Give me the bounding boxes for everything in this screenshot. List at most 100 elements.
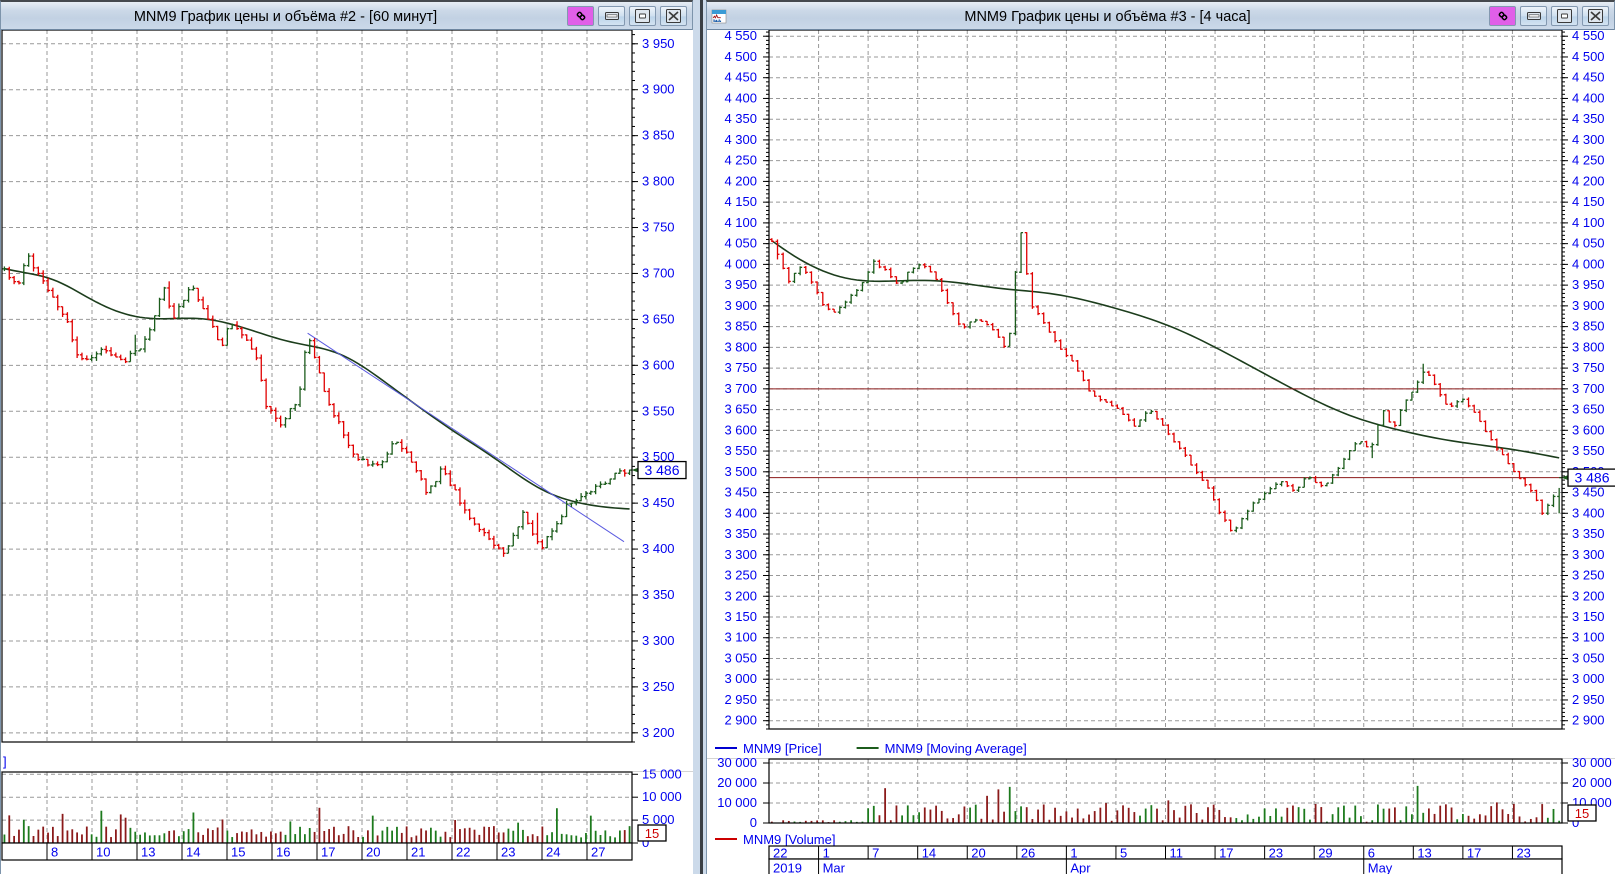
svg-text:3 450: 3 450 xyxy=(642,495,675,510)
svg-text:2 900: 2 900 xyxy=(724,713,757,728)
svg-text:3 600: 3 600 xyxy=(724,422,757,437)
svg-text:4 500: 4 500 xyxy=(1572,49,1605,64)
svg-text:3 800: 3 800 xyxy=(642,174,675,189)
svg-text:27: 27 xyxy=(591,845,605,860)
svg-text:3 700: 3 700 xyxy=(1572,381,1605,396)
svg-text:3 850: 3 850 xyxy=(1572,319,1605,334)
svg-text:3 300: 3 300 xyxy=(642,633,675,648)
svg-text:3 800: 3 800 xyxy=(724,339,757,354)
svg-text:3 400: 3 400 xyxy=(642,541,675,556)
svg-text:2 950: 2 950 xyxy=(724,692,757,707)
svg-text:2 950: 2 950 xyxy=(1572,692,1605,707)
svg-text:3 900: 3 900 xyxy=(1572,298,1605,313)
svg-text:29: 29 xyxy=(1318,846,1332,861)
svg-text:3 950: 3 950 xyxy=(724,277,757,292)
svg-text:1: 1 xyxy=(823,846,830,861)
svg-text:3 850: 3 850 xyxy=(724,319,757,334)
svg-text:3 250: 3 250 xyxy=(642,679,675,694)
svg-text:3 750: 3 750 xyxy=(724,360,757,375)
svg-text:4 450: 4 450 xyxy=(1572,70,1605,85)
svg-text:4 050: 4 050 xyxy=(724,236,757,251)
svg-text:3 800: 3 800 xyxy=(1572,339,1605,354)
svg-text:3 486: 3 486 xyxy=(644,462,679,478)
svg-text:3 650: 3 650 xyxy=(642,311,675,326)
svg-text:6: 6 xyxy=(1368,846,1375,861)
svg-text:4 550: 4 550 xyxy=(724,30,757,43)
svg-text:15: 15 xyxy=(231,845,245,860)
svg-text:13: 13 xyxy=(1417,846,1431,861)
svg-text:3 000: 3 000 xyxy=(724,671,757,686)
svg-text:26: 26 xyxy=(1021,846,1035,861)
svg-text:2019: 2019 xyxy=(773,861,802,874)
svg-text:22: 22 xyxy=(456,845,470,860)
svg-text:3 950: 3 950 xyxy=(1572,277,1605,292)
svg-text:3 350: 3 350 xyxy=(724,526,757,541)
svg-text:3 950: 3 950 xyxy=(642,36,675,51)
svg-text:10 000: 10 000 xyxy=(642,789,682,804)
svg-text:3 250: 3 250 xyxy=(1572,568,1605,583)
svg-text:4 100: 4 100 xyxy=(724,215,757,230)
svg-text:30 000: 30 000 xyxy=(717,755,757,770)
svg-text:3 400: 3 400 xyxy=(1572,505,1605,520)
svg-text:23: 23 xyxy=(501,845,515,860)
svg-text:4 250: 4 250 xyxy=(1572,153,1605,168)
svg-text:3 050: 3 050 xyxy=(1572,650,1605,665)
svg-text:4 000: 4 000 xyxy=(1572,256,1605,271)
svg-text:3 350: 3 350 xyxy=(1572,526,1605,541)
svg-text:15: 15 xyxy=(645,826,659,841)
svg-text:Mar: Mar xyxy=(823,861,846,874)
svg-text:15: 15 xyxy=(1575,806,1589,821)
svg-text:MNM9 [Price]: MNM9 [Price] xyxy=(743,741,822,756)
svg-text:3 300: 3 300 xyxy=(724,547,757,562)
svg-text:3 700: 3 700 xyxy=(724,381,757,396)
svg-text:3 650: 3 650 xyxy=(724,402,757,417)
svg-text:3 600: 3 600 xyxy=(642,357,675,372)
svg-text:3 050: 3 050 xyxy=(724,650,757,665)
svg-text:3 400: 3 400 xyxy=(724,505,757,520)
svg-text:4 150: 4 150 xyxy=(724,194,757,209)
svg-text:]: ] xyxy=(3,754,7,769)
svg-text:1: 1 xyxy=(1070,846,1077,861)
svg-text:3 000: 3 000 xyxy=(1572,671,1605,686)
svg-text:4 300: 4 300 xyxy=(724,132,757,147)
svg-text:Apr: Apr xyxy=(1070,861,1091,874)
svg-text:23: 23 xyxy=(1269,846,1283,861)
svg-text:4 100: 4 100 xyxy=(1572,215,1605,230)
svg-text:MNM9 [Moving Average]: MNM9 [Moving Average] xyxy=(885,741,1027,756)
svg-text:3 550: 3 550 xyxy=(1572,443,1605,458)
svg-text:3 350: 3 350 xyxy=(642,587,675,602)
svg-text:16: 16 xyxy=(276,845,290,860)
svg-text:3 900: 3 900 xyxy=(642,82,675,97)
svg-text:4 250: 4 250 xyxy=(724,153,757,168)
svg-text:24: 24 xyxy=(546,845,560,860)
svg-text:3 150: 3 150 xyxy=(724,609,757,624)
svg-text:3 486: 3 486 xyxy=(1574,470,1609,486)
svg-text:3 600: 3 600 xyxy=(1572,422,1605,437)
svg-text:14: 14 xyxy=(922,846,936,861)
svg-text:3 500: 3 500 xyxy=(724,464,757,479)
svg-text:17: 17 xyxy=(1467,846,1481,861)
svg-text:4 200: 4 200 xyxy=(1572,173,1605,188)
svg-text:4 200: 4 200 xyxy=(724,173,757,188)
svg-text:4 450: 4 450 xyxy=(724,70,757,85)
svg-text:17: 17 xyxy=(321,845,335,860)
svg-text:0: 0 xyxy=(750,815,757,830)
svg-text:3 850: 3 850 xyxy=(642,128,675,143)
svg-text:3 150: 3 150 xyxy=(1572,609,1605,624)
svg-text:3 700: 3 700 xyxy=(642,265,675,280)
svg-text:20 000: 20 000 xyxy=(1572,775,1612,790)
svg-text:5: 5 xyxy=(1120,846,1127,861)
svg-text:3 650: 3 650 xyxy=(1572,402,1605,417)
svg-text:7: 7 xyxy=(872,846,879,861)
svg-text:3 250: 3 250 xyxy=(724,568,757,583)
svg-text:4 550: 4 550 xyxy=(1572,30,1605,43)
svg-text:13: 13 xyxy=(141,845,155,860)
svg-text:10 000: 10 000 xyxy=(717,795,757,810)
svg-text:3 550: 3 550 xyxy=(642,403,675,418)
svg-text:10: 10 xyxy=(96,845,110,860)
svg-text:4 050: 4 050 xyxy=(1572,236,1605,251)
svg-text:22: 22 xyxy=(773,846,787,861)
svg-text:4 350: 4 350 xyxy=(1572,111,1605,126)
svg-text:4 400: 4 400 xyxy=(1572,90,1605,105)
svg-text:3 200: 3 200 xyxy=(1572,588,1605,603)
